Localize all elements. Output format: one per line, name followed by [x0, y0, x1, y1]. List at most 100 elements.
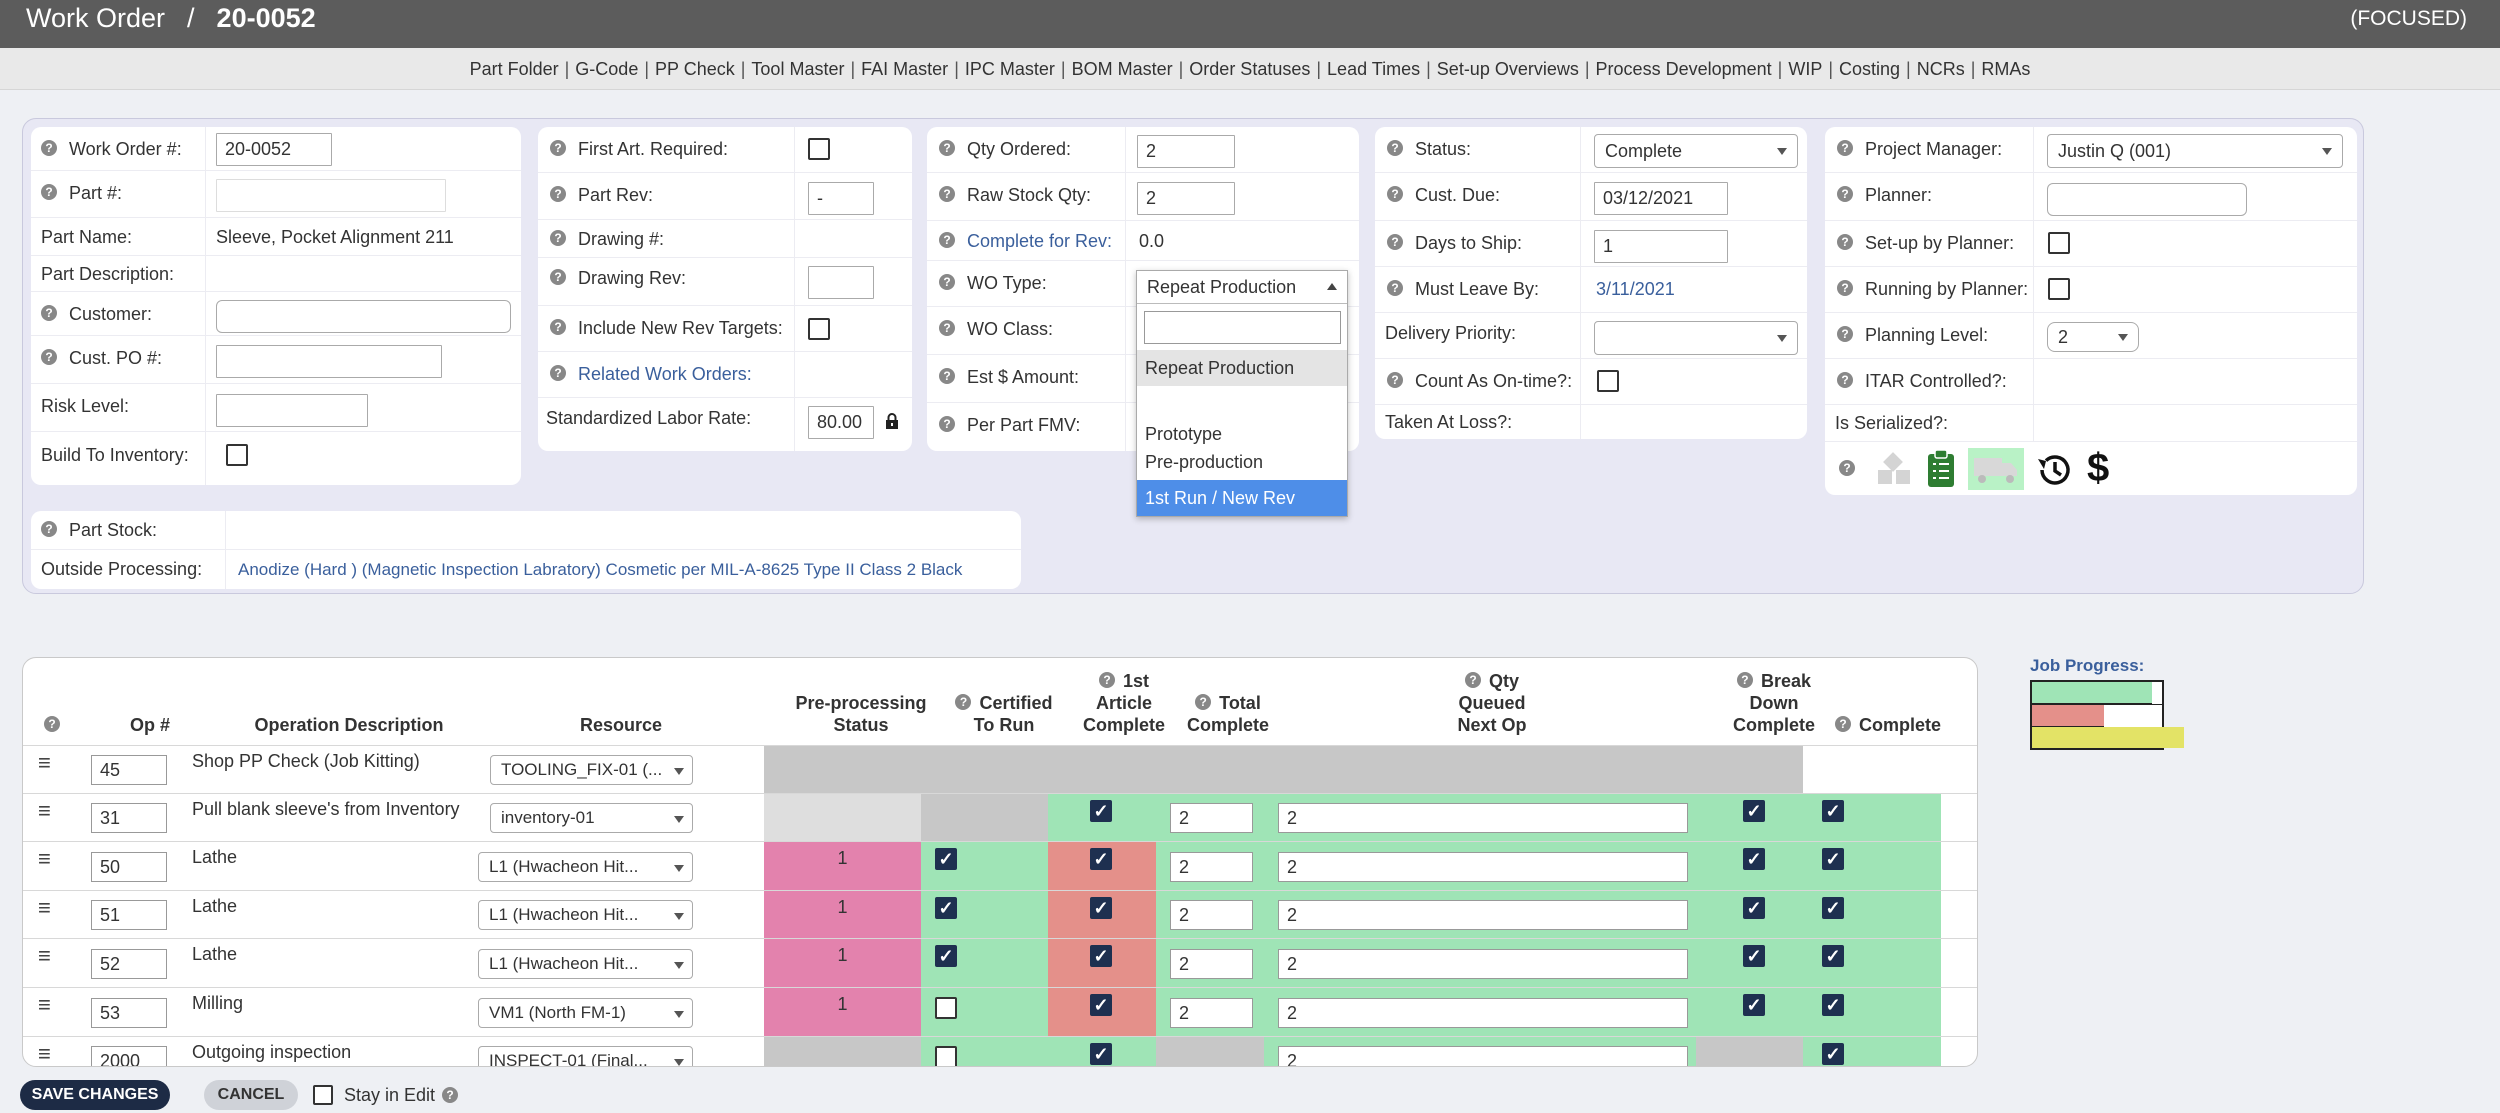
checked-checkbox[interactable]: ✓: [1743, 800, 1765, 822]
checked-checkbox[interactable]: ✓: [1743, 848, 1765, 870]
resource-select[interactable]: L1 (Hwacheon Hit...: [478, 852, 693, 882]
total-complete-input[interactable]: 2: [1170, 852, 1253, 882]
resource-select[interactable]: inventory-01: [490, 803, 693, 833]
help-icon[interactable]: ?: [442, 1087, 458, 1103]
total-complete-input[interactable]: 2: [1170, 803, 1253, 833]
help-icon[interactable]: ?: [1837, 372, 1853, 389]
truck-icon[interactable]: [1968, 448, 2024, 490]
help-icon[interactable]: ?: [939, 368, 955, 385]
wo-type-dropdown[interactable]: Repeat Production Repeat Production Prot…: [1136, 270, 1348, 517]
qty-queued-input[interactable]: 2: [1278, 949, 1688, 979]
help-icon[interactable]: ?: [1837, 326, 1853, 343]
help-icon[interactable]: ?: [939, 416, 955, 433]
nav-fai-master[interactable]: FAI Master: [861, 59, 949, 79]
drag-handle-icon[interactable]: ≡: [38, 1041, 51, 1066]
planner-select[interactable]: [2047, 183, 2247, 216]
drag-handle-icon[interactable]: ≡: [38, 943, 51, 968]
checked-checkbox[interactable]: ✓: [935, 945, 957, 967]
nav-ncrs[interactable]: NCRs: [1916, 59, 1965, 79]
drag-handle-icon[interactable]: ≡: [38, 895, 51, 920]
clipboard-icon[interactable]: [1926, 449, 1956, 489]
nav-tool-master[interactable]: Tool Master: [751, 59, 845, 79]
lock-icon[interactable]: [884, 412, 900, 430]
labor-rate-input[interactable]: 80.00: [808, 406, 874, 439]
help-icon[interactable]: ?: [939, 232, 955, 249]
customer-select[interactable]: [216, 300, 511, 333]
help-icon[interactable]: ?: [939, 140, 955, 157]
checked-checkbox[interactable]: ✓: [1822, 994, 1844, 1016]
help-icon[interactable]: ?: [44, 716, 60, 732]
checked-checkbox[interactable]: ✓: [1090, 945, 1112, 967]
help-icon[interactable]: ?: [1837, 280, 1853, 297]
stay-in-edit-checkbox[interactable]: [313, 1085, 333, 1105]
help-icon[interactable]: ?: [1837, 234, 1853, 251]
resource-select[interactable]: L1 (Hwacheon Hit...: [478, 900, 693, 930]
empty-checkbox[interactable]: [935, 997, 957, 1019]
checked-checkbox[interactable]: ✓: [1822, 945, 1844, 967]
help-icon[interactable]: ?: [1839, 460, 1855, 476]
wo-type-option[interactable]: Prototype: [1145, 424, 1223, 444]
status-select[interactable]: Complete: [1594, 134, 1798, 168]
nav-costing[interactable]: Costing: [1839, 59, 1901, 79]
nav-setup-overviews[interactable]: Set-up Overviews: [1436, 59, 1579, 79]
total-complete-input[interactable]: 2: [1170, 900, 1253, 930]
total-complete-input[interactable]: 2: [1170, 949, 1253, 979]
op-number-input[interactable]: 53: [91, 998, 167, 1028]
setup-by-planner-checkbox[interactable]: [2048, 232, 2070, 254]
nav-process-development[interactable]: Process Development: [1595, 59, 1772, 79]
nav-rmas[interactable]: RMAs: [1981, 59, 2031, 79]
nav-bom-master[interactable]: BOM Master: [1071, 59, 1173, 79]
resource-select[interactable]: TOOLING_FIX-01 (...: [490, 755, 693, 785]
work-order-input[interactable]: 20-0052: [216, 133, 332, 166]
nav-pp-check[interactable]: PP Check: [655, 59, 735, 79]
qty-queued-input[interactable]: 2: [1278, 998, 1688, 1028]
op-number-input[interactable]: 50: [91, 852, 167, 882]
help-icon[interactable]: ?: [939, 186, 955, 203]
checked-checkbox[interactable]: ✓: [1822, 897, 1844, 919]
split-icon[interactable]: [1875, 452, 1915, 488]
running-by-planner-checkbox[interactable]: [2048, 278, 2070, 300]
cust-po-input[interactable]: [216, 345, 442, 378]
op-number-input[interactable]: 51: [91, 900, 167, 930]
total-complete-input[interactable]: 2: [1170, 998, 1253, 1028]
wo-type-search-input[interactable]: [1144, 311, 1341, 344]
dollar-icon[interactable]: $: [2087, 446, 2110, 490]
risk-level-input[interactable]: [216, 394, 368, 427]
raw-stock-qty-input[interactable]: 2: [1137, 182, 1235, 215]
drag-handle-icon[interactable]: ≡: [38, 750, 51, 775]
wo-type-option-selected[interactable]: 1st Run / New Rev: [1137, 480, 1347, 516]
op-number-input[interactable]: 45: [91, 755, 167, 785]
help-icon[interactable]: ?: [550, 365, 566, 382]
part-number-input[interactable]: [216, 179, 446, 212]
checked-checkbox[interactable]: ✓: [935, 848, 957, 870]
op-number-input[interactable]: 2000: [91, 1046, 167, 1066]
cancel-button[interactable]: CANCEL: [204, 1080, 298, 1110]
first-art-checkbox[interactable]: [808, 138, 830, 160]
nav-wip[interactable]: WIP: [1788, 59, 1823, 79]
checked-checkbox[interactable]: ✓: [935, 897, 957, 919]
help-icon[interactable]: ?: [41, 521, 57, 538]
help-icon[interactable]: ?: [550, 230, 566, 247]
help-icon[interactable]: ?: [1387, 186, 1403, 203]
nav-lead-times[interactable]: Lead Times: [1327, 59, 1421, 79]
help-icon[interactable]: ?: [1387, 234, 1403, 251]
save-changes-button[interactable]: SAVE CHANGES: [20, 1080, 170, 1110]
help-icon[interactable]: ?: [550, 319, 566, 336]
qty-queued-input[interactable]: 2: [1278, 852, 1688, 882]
wo-type-option[interactable]: Pre-production: [1145, 452, 1264, 472]
qty-queued-input[interactable]: 2: [1278, 900, 1688, 930]
drag-handle-icon[interactable]: ≡: [38, 798, 51, 823]
checked-checkbox[interactable]: ✓: [1090, 897, 1112, 919]
help-icon[interactable]: ?: [939, 320, 955, 337]
resource-select[interactable]: L1 (Hwacheon Hit...: [478, 949, 693, 979]
include-new-rev-checkbox[interactable]: [808, 318, 830, 340]
help-icon[interactable]: ?: [41, 140, 57, 157]
help-icon[interactable]: ?: [550, 140, 566, 157]
checked-checkbox[interactable]: ✓: [1090, 994, 1112, 1016]
history-icon[interactable]: [2034, 450, 2074, 490]
cust-due-input[interactable]: 03/12/2021: [1594, 182, 1728, 215]
delivery-priority-select[interactable]: [1594, 321, 1798, 355]
planning-level-select[interactable]: 2: [2047, 322, 2139, 352]
drag-handle-icon[interactable]: ≡: [38, 992, 51, 1017]
checked-checkbox[interactable]: ✓: [1090, 800, 1112, 822]
